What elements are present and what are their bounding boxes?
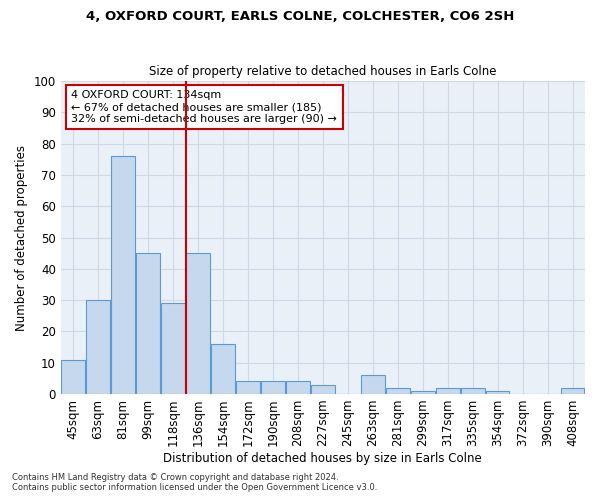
Bar [211,344,235,394]
Text: 4, OXFORD COURT, EARLS COLNE, COLCHESTER, CO6 2SH: 4, OXFORD COURT, EARLS COLNE, COLCHESTER… [86,10,514,23]
Text: Contains HM Land Registry data © Crown copyright and database right 2024.
Contai: Contains HM Land Registry data © Crown c… [12,473,377,492]
Bar [486,391,509,394]
Bar [236,382,260,394]
Bar [186,253,210,394]
Bar [461,388,485,394]
Bar [61,360,85,394]
Bar [411,391,434,394]
Bar [136,253,160,394]
Bar [111,156,135,394]
Bar [86,300,110,394]
Bar [386,388,410,394]
Y-axis label: Number of detached properties: Number of detached properties [15,144,28,330]
Bar [311,384,335,394]
Bar [436,388,460,394]
Bar [261,382,285,394]
Text: 4 OXFORD COURT: 134sqm
← 67% of detached houses are smaller (185)
32% of semi-de: 4 OXFORD COURT: 134sqm ← 67% of detached… [71,90,337,124]
X-axis label: Distribution of detached houses by size in Earls Colne: Distribution of detached houses by size … [163,452,482,465]
Bar [286,382,310,394]
Title: Size of property relative to detached houses in Earls Colne: Size of property relative to detached ho… [149,66,497,78]
Bar [560,388,584,394]
Bar [361,375,385,394]
Bar [161,303,185,394]
